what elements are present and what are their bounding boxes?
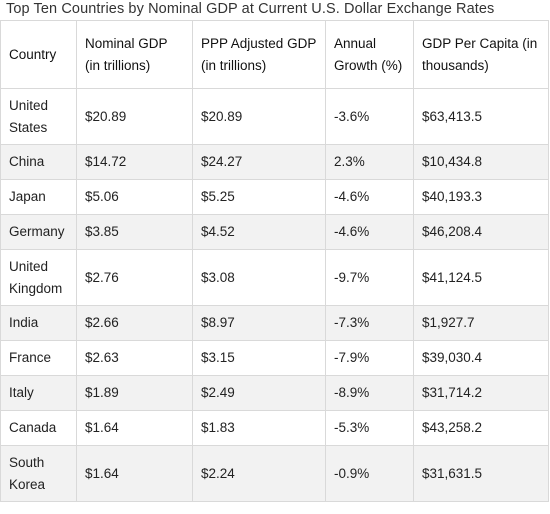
column-header-gdp-per-capita: GDP Per Capita (in thousands) [413, 20, 549, 89]
cell-nominal-gdp: $1.64 [76, 445, 193, 502]
cell-annual-growth: -5.3% [325, 410, 414, 446]
cell-gdp-per-capita: $39,030.4 [413, 340, 549, 376]
column-header-annual-growth: Annual Growth (%) [325, 20, 414, 89]
cell-gdp-per-capita: $31,714.2 [413, 375, 549, 411]
cell-ppp-gdp: $24.27 [192, 144, 326, 180]
cell-nominal-gdp: $1.64 [76, 410, 193, 446]
cell-ppp-gdp: $3.15 [192, 340, 326, 376]
cell-gdp-per-capita: $43,258.2 [413, 410, 549, 446]
column-header-country: Country [0, 20, 77, 89]
cell-nominal-gdp: $14.72 [76, 144, 193, 180]
cell-gdp-per-capita: $31,631.5 [413, 445, 549, 502]
cell-country: Japan [0, 179, 77, 215]
cell-country: India [0, 305, 77, 341]
cell-annual-growth: -7.3% [325, 305, 414, 341]
cell-country: France [0, 340, 77, 376]
cell-country: South Korea [0, 445, 77, 502]
cell-ppp-gdp: $20.89 [192, 88, 326, 145]
cell-annual-growth: -8.9% [325, 375, 414, 411]
table-row: Italy $1.89 $2.49 -8.9% $31,714.2 [0, 375, 549, 411]
cell-gdp-per-capita: $1,927.7 [413, 305, 549, 341]
header-row: Country Nominal GDP (in trillions) PPP A… [0, 20, 549, 89]
cell-annual-growth: -3.6% [325, 88, 414, 145]
table-caption: Top Ten Countries by Nominal GDP at Curr… [6, 1, 495, 17]
cell-nominal-gdp: $2.76 [76, 249, 193, 306]
table-row: India $2.66 $8.97 -7.3% $1,927.7 [0, 305, 549, 341]
cell-ppp-gdp: $4.52 [192, 214, 326, 250]
cell-gdp-per-capita: $63,413.5 [413, 88, 549, 145]
table-row: Canada $1.64 $1.83 -5.3% $43,258.2 [0, 410, 549, 446]
gdp-table-container: Country Nominal GDP (in trillions) PPP A… [0, 20, 549, 502]
cell-ppp-gdp: $2.24 [192, 445, 326, 502]
cell-country: United States [0, 88, 77, 145]
cell-nominal-gdp: $2.66 [76, 305, 193, 341]
cell-country: United Kingdom [0, 249, 77, 306]
table-body: United States $20.89 $20.89 -3.6% $63,41… [0, 88, 549, 502]
cell-country: Canada [0, 410, 77, 446]
table-row: United States $20.89 $20.89 -3.6% $63,41… [0, 88, 549, 145]
table-row: France $2.63 $3.15 -7.9% $39,030.4 [0, 340, 549, 376]
table-row: United Kingdom $2.76 $3.08 -9.7% $41,124… [0, 249, 549, 306]
cell-country: Italy [0, 375, 77, 411]
cell-nominal-gdp: $3.85 [76, 214, 193, 250]
cell-annual-growth: -7.9% [325, 340, 414, 376]
cell-nominal-gdp: $5.06 [76, 179, 193, 215]
column-header-ppp-gdp: PPP Adjusted GDP (in trillions) [192, 20, 326, 89]
cell-annual-growth: -9.7% [325, 249, 414, 306]
table-row: South Korea $1.64 $2.24 -0.9% $31,631.5 [0, 445, 549, 502]
table-row: Japan $5.06 $5.25 -4.6% $40,193.3 [0, 179, 549, 215]
cell-annual-growth: -4.6% [325, 214, 414, 250]
cell-ppp-gdp: $3.08 [192, 249, 326, 306]
cell-annual-growth: -0.9% [325, 445, 414, 502]
cell-ppp-gdp: $8.97 [192, 305, 326, 341]
cell-ppp-gdp: $1.83 [192, 410, 326, 446]
cell-ppp-gdp: $5.25 [192, 179, 326, 215]
table-header: Country Nominal GDP (in trillions) PPP A… [0, 20, 549, 89]
cell-annual-growth: 2.3% [325, 144, 414, 180]
cell-annual-growth: -4.6% [325, 179, 414, 215]
cell-nominal-gdp: $2.63 [76, 340, 193, 376]
cell-gdp-per-capita: $10,434.8 [413, 144, 549, 180]
cell-country: Germany [0, 214, 77, 250]
table-row: China $14.72 $24.27 2.3% $10,434.8 [0, 144, 549, 180]
cell-gdp-per-capita: $46,208.4 [413, 214, 549, 250]
table-row: Germany $3.85 $4.52 -4.6% $46,208.4 [0, 214, 549, 250]
gdp-table: Country Nominal GDP (in trillions) PPP A… [0, 20, 549, 502]
cell-nominal-gdp: $20.89 [76, 88, 193, 145]
cell-country: China [0, 144, 77, 180]
cell-gdp-per-capita: $40,193.3 [413, 179, 549, 215]
cell-ppp-gdp: $2.49 [192, 375, 326, 411]
cell-gdp-per-capita: $41,124.5 [413, 249, 549, 306]
column-header-nominal-gdp: Nominal GDP (in trillions) [76, 20, 193, 89]
cell-nominal-gdp: $1.89 [76, 375, 193, 411]
